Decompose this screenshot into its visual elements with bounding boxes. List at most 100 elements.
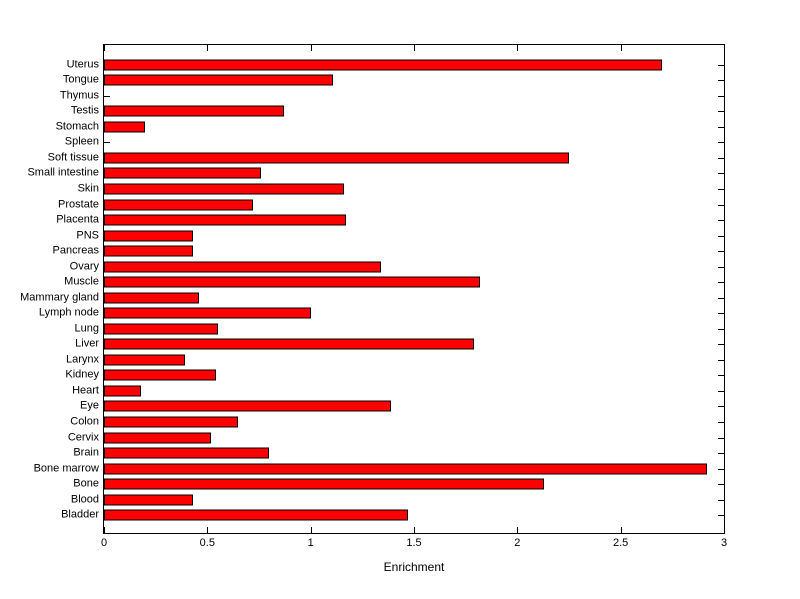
x-tick-mark bbox=[207, 45, 209, 51]
y-tick-mark bbox=[718, 437, 724, 439]
y-tick-mark bbox=[718, 406, 724, 408]
y-tick-label: Spleen bbox=[64, 135, 99, 148]
x-tick-label: 0.5 bbox=[199, 537, 215, 549]
y-tick-mark bbox=[718, 515, 724, 517]
y-tick-mark bbox=[718, 251, 724, 253]
y-tick-mark bbox=[718, 189, 724, 191]
y-tick-mark bbox=[718, 359, 724, 361]
bar bbox=[104, 292, 200, 304]
bar bbox=[104, 261, 381, 273]
x-tick-mark bbox=[517, 45, 519, 51]
y-tick-mark bbox=[718, 344, 724, 346]
chart-row: Skin bbox=[78, 181, 724, 197]
y-tick-label: Uterus bbox=[66, 58, 99, 71]
chart-row: Lymph node bbox=[39, 306, 724, 322]
chart-row: Prostate bbox=[58, 197, 724, 213]
rows-container: Uterus Tongue Thymus Testis Stomach Spleen Sof… bbox=[20, 45, 724, 533]
bar bbox=[104, 432, 212, 444]
y-tick-label: Skin bbox=[77, 182, 99, 195]
bar bbox=[104, 478, 545, 490]
y-tick-mark bbox=[718, 173, 724, 175]
chart-row: Pancreas bbox=[53, 243, 724, 259]
bar bbox=[104, 183, 344, 195]
y-tick-label: Bone bbox=[73, 477, 99, 490]
chart-row: Brain bbox=[73, 445, 724, 461]
y-tick-label: Larynx bbox=[65, 353, 99, 366]
bar bbox=[104, 400, 392, 412]
chart-row: Lung bbox=[75, 321, 724, 337]
bar bbox=[104, 338, 474, 350]
x-tick-mark bbox=[724, 45, 725, 51]
y-tick-label: Placenta bbox=[56, 213, 99, 226]
y-tick-label: Pancreas bbox=[52, 244, 99, 257]
chart-row: Tongue bbox=[63, 73, 724, 89]
x-tick-label: 1 bbox=[307, 537, 314, 549]
bar bbox=[104, 74, 334, 86]
y-tick-mark bbox=[718, 390, 724, 392]
y-tick-label: Lymph node bbox=[38, 306, 99, 319]
y-tick-label: Bone marrow bbox=[33, 462, 99, 475]
plot-area: Uterus Tongue Thymus Testis Stomach Spleen Sof… bbox=[20, 44, 727, 573]
chart-row: Blood bbox=[71, 492, 724, 508]
chart-row: Bladder bbox=[61, 507, 724, 523]
chart-row: Eye bbox=[80, 399, 724, 415]
y-tick-label: Heart bbox=[72, 384, 99, 397]
y-tick-label: Mammary gland bbox=[20, 291, 99, 304]
bar bbox=[104, 463, 708, 475]
bar bbox=[104, 105, 284, 117]
x-tick-mark bbox=[620, 45, 622, 51]
y-tick-mark bbox=[718, 328, 724, 330]
chart-row: Cervix bbox=[68, 430, 724, 446]
chart-row: Larynx bbox=[66, 352, 724, 368]
chart-row: Ovary bbox=[70, 259, 724, 275]
y-tick-mark bbox=[718, 282, 724, 284]
bar bbox=[104, 494, 193, 506]
y-tick-label: Thymus bbox=[59, 89, 99, 102]
y-tick-mark bbox=[718, 142, 724, 144]
y-tick-mark bbox=[718, 126, 724, 128]
y-tick-mark bbox=[718, 421, 724, 423]
x-tick-mark bbox=[620, 527, 622, 533]
bar bbox=[104, 447, 270, 459]
y-tick-mark bbox=[718, 95, 724, 97]
y-tick-label: Brain bbox=[73, 446, 99, 459]
chart-row: Placenta bbox=[56, 212, 724, 228]
x-tick-label: 1.5 bbox=[406, 537, 422, 549]
x-tick-mark bbox=[104, 527, 105, 533]
bar bbox=[104, 354, 185, 366]
x-tick-label: 3 bbox=[720, 537, 728, 549]
chart-row: Testis bbox=[71, 104, 724, 120]
y-tick-mark bbox=[718, 375, 724, 377]
y-tick-mark bbox=[718, 499, 724, 501]
x-tick-mark bbox=[207, 527, 209, 533]
y-tick-label: Eye bbox=[80, 399, 99, 412]
x-tick-mark bbox=[310, 527, 312, 533]
chart-row: Small intestine bbox=[27, 166, 724, 182]
x-tick-mark bbox=[104, 45, 105, 51]
bar bbox=[104, 245, 193, 257]
x-tick-mark bbox=[414, 45, 415, 51]
chart-row: Stomach bbox=[56, 119, 724, 135]
y-tick-label: Cervix bbox=[67, 431, 99, 444]
y-tick-mark bbox=[718, 235, 724, 237]
bar bbox=[104, 369, 216, 381]
chart-row: Liver bbox=[75, 337, 724, 353]
x-tick-mark bbox=[310, 45, 312, 51]
y-tick-mark bbox=[718, 80, 724, 82]
y-tick-label: Bladder bbox=[61, 508, 99, 521]
chart-row: Muscle bbox=[64, 274, 724, 290]
x-tick-mark bbox=[414, 527, 415, 533]
y-tick-label: Muscle bbox=[64, 275, 99, 288]
y-tick-mark bbox=[718, 313, 724, 315]
chart-row: Bone bbox=[73, 476, 724, 492]
y-tick-mark bbox=[718, 297, 724, 299]
bar bbox=[104, 214, 346, 226]
bar bbox=[104, 416, 239, 428]
chart-row: Bone marrow bbox=[34, 461, 724, 477]
bar bbox=[104, 59, 662, 71]
y-tick-mark bbox=[718, 157, 724, 159]
y-tick-mark bbox=[718, 204, 724, 206]
x-tick-label: 2 bbox=[514, 537, 521, 549]
bar bbox=[104, 509, 408, 521]
